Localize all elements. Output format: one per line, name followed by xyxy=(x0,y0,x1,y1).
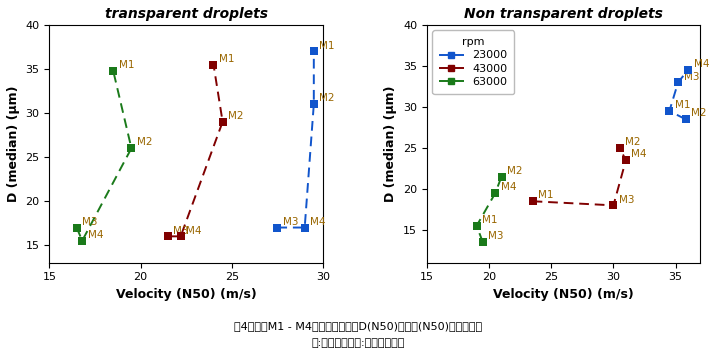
Legend: 23000, 43000, 63000: 23000, 43000, 63000 xyxy=(432,30,514,94)
Text: M1: M1 xyxy=(219,54,234,64)
Text: M3: M3 xyxy=(174,225,189,236)
Text: M3: M3 xyxy=(619,195,635,205)
Text: M2: M2 xyxy=(507,166,523,176)
Text: M1: M1 xyxy=(675,100,690,110)
Text: M4: M4 xyxy=(632,149,647,160)
Text: M2: M2 xyxy=(319,93,335,103)
Title: transparent droplets: transparent droplets xyxy=(105,7,267,21)
Text: M4: M4 xyxy=(693,59,709,69)
Text: M2: M2 xyxy=(137,138,153,147)
Text: M4: M4 xyxy=(310,217,326,227)
Text: M2: M2 xyxy=(625,137,641,147)
Y-axis label: D (median) (μm): D (median) (μm) xyxy=(7,86,20,202)
Text: M4: M4 xyxy=(186,225,201,236)
Title: Non transparent droplets: Non transparent droplets xyxy=(464,7,663,21)
Text: M2: M2 xyxy=(228,111,244,121)
Text: M3: M3 xyxy=(82,217,98,227)
Text: M1: M1 xyxy=(538,190,554,201)
Y-axis label: D (median) (μm): D (median) (μm) xyxy=(384,86,397,202)
X-axis label: Velocity (N50) (m/s): Velocity (N50) (m/s) xyxy=(493,288,634,301)
Text: M3: M3 xyxy=(683,71,699,82)
Text: M1: M1 xyxy=(483,215,498,225)
Text: M4: M4 xyxy=(87,230,103,240)
Text: M1: M1 xyxy=(319,41,335,50)
Text: M2: M2 xyxy=(691,108,707,118)
Text: M3: M3 xyxy=(488,231,504,242)
Text: M3: M3 xyxy=(283,217,298,227)
Text: 左:透明液滴，右:不透明液滴。: 左:透明液滴，右:不透明液滴。 xyxy=(312,338,405,349)
Text: 图4，涂层M1 - M4在不同速度下的D(N50)与速度(N50)的相关性。: 图4，涂层M1 - M4在不同速度下的D(N50)与速度(N50)的相关性。 xyxy=(234,321,483,331)
X-axis label: Velocity (N50) (m/s): Velocity (N50) (m/s) xyxy=(115,288,257,301)
Text: M4: M4 xyxy=(501,182,516,192)
Text: M1: M1 xyxy=(119,60,134,70)
